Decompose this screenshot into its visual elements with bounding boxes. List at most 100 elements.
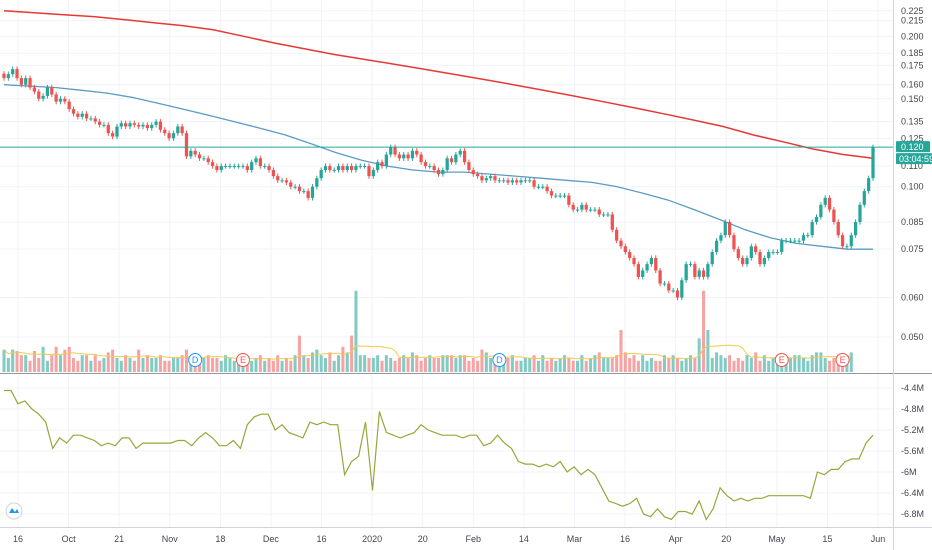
volume-bar: [154, 358, 158, 372]
candle-body: [150, 124, 154, 129]
volume-bar: [280, 360, 284, 372]
candle-body: [858, 204, 862, 222]
volume-bar: [93, 355, 97, 372]
event-marker-label: D: [496, 355, 503, 365]
candle-body: [719, 235, 723, 241]
candle-body: [45, 87, 50, 96]
candle-body: [619, 240, 623, 247]
candle-body: [797, 240, 801, 242]
volume-bar: [471, 358, 475, 372]
volume-bar: [832, 358, 836, 372]
volume-bar: [54, 346, 58, 372]
candle-body: [623, 246, 627, 253]
volume-bar: [341, 346, 345, 372]
price-tick-label: 0.215: [901, 16, 924, 26]
candle-body: [558, 195, 562, 197]
candle-body: [302, 191, 306, 193]
candle-body: [780, 240, 784, 253]
candle-body: [145, 124, 150, 129]
volume-bar: [610, 358, 614, 372]
candle-body: [675, 290, 680, 298]
candle-body: [415, 150, 419, 155]
volume-bar: [558, 358, 562, 372]
candle-body: [245, 166, 249, 171]
candle-body: [549, 191, 554, 196]
volume-bar: [684, 358, 688, 372]
time-axis[interactable]: 16 Oct 21 Nov 18 Dec 16 2020 20 Feb 14 Mar 16 Apr 20 Ma…: [13, 534, 885, 544]
volume-bar: [554, 360, 558, 372]
candle-body: [141, 124, 145, 127]
volume-bar: [163, 360, 167, 372]
candle-body: [419, 154, 423, 163]
volume-bar: [423, 358, 427, 372]
candle-body: [2, 73, 6, 79]
volume-bar: [63, 349, 67, 372]
volume-bar: [463, 355, 467, 372]
candle-body: [423, 162, 428, 167]
candle-body: [336, 166, 341, 171]
candle-body: [871, 147, 875, 179]
candle-body: [519, 180, 523, 183]
candle-body: [636, 264, 640, 277]
candle-body: [606, 214, 610, 216]
candle-body: [349, 166, 354, 171]
candle-body: [102, 124, 106, 126]
volume-bar: [198, 360, 202, 372]
candle-body: [110, 133, 115, 137]
volume-bar: [141, 358, 145, 372]
volume-bar: [788, 358, 792, 372]
price-tick-label: 0.225: [901, 6, 924, 16]
tradingview-logo-icon[interactable]: [5, 502, 23, 520]
volume-bar: [315, 349, 319, 372]
candle-body: [736, 249, 740, 259]
candle-body: [793, 240, 797, 242]
volume-bar: [523, 358, 527, 372]
price-tick-label: 0.050: [901, 332, 924, 342]
candle-body: [467, 162, 471, 171]
volume-bar: [584, 360, 588, 372]
volume-bar: [297, 335, 301, 372]
candle-body: [662, 283, 667, 285]
time-tick-label: Jun: [871, 534, 886, 544]
event-marker-circle: [235, 353, 250, 367]
candle-body: [393, 147, 397, 155]
candle-body: [493, 176, 497, 181]
candle-body: [371, 170, 375, 177]
volume-bar: [37, 358, 41, 372]
candle-body: [197, 154, 202, 159]
volume-bar: [801, 358, 806, 372]
volume-bar: [589, 358, 593, 372]
volume-bar: [332, 360, 336, 372]
indicator-axis[interactable]: -4.4M -4.8M -5.2M -5.6M -6M -6.4M -6.8M: [901, 383, 924, 519]
volume-bar: [445, 355, 449, 372]
candle-body: [528, 180, 532, 182]
candle-body: [154, 121, 158, 125]
volume-bar: [662, 355, 666, 372]
volume-bar: [441, 355, 445, 372]
volume-bar: [15, 351, 19, 372]
time-tick-label: 16: [620, 534, 630, 544]
candle-body: [119, 123, 123, 127]
candle-body: [180, 126, 184, 134]
candle-body: [58, 98, 63, 102]
volume-bar: [771, 358, 775, 372]
price-tick-label: 0.150: [901, 94, 924, 104]
indicator-tick-label: -5.2M: [901, 425, 924, 435]
candle-body: [502, 180, 506, 182]
volume-bar: [593, 355, 597, 372]
volume-bar: [150, 358, 154, 372]
candle-body: [532, 180, 536, 187]
candle-body: [206, 158, 210, 163]
volume-bar: [376, 355, 380, 372]
volume-bar: [2, 349, 6, 372]
volume-bar: [849, 352, 853, 372]
volume-bar: [450, 355, 454, 372]
volume-bar: [502, 360, 506, 372]
volume-bar: [58, 355, 63, 372]
candle-body: [228, 166, 232, 168]
candle-body: [658, 270, 662, 284]
candle-body: [241, 166, 245, 168]
candle-body: [819, 204, 823, 217]
